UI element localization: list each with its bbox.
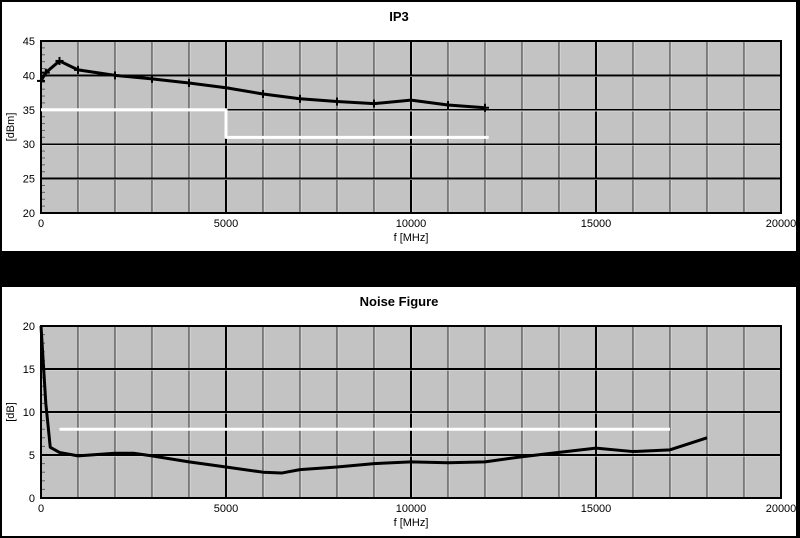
- svg-text:10: 10: [23, 407, 35, 419]
- svg-text:15000: 15000: [581, 503, 612, 515]
- svg-text:40: 40: [23, 70, 35, 82]
- svg-text:0: 0: [38, 503, 44, 515]
- svg-text:20000: 20000: [766, 503, 796, 515]
- svg-text:10000: 10000: [396, 503, 427, 515]
- svg-text:[dB]: [dB]: [5, 402, 17, 422]
- svg-text:35: 35: [23, 105, 35, 117]
- panel-separator-band: [0, 251, 800, 287]
- ip3-plot: 20 25 30 35 40 45 0 5000 10000 15000 20000 f [MHz] […: [5, 36, 796, 244]
- svg-text:10000: 10000: [396, 218, 427, 230]
- svg-text:45: 45: [23, 36, 35, 48]
- svg-text:20000: 20000: [766, 218, 796, 230]
- svg-text:20: 20: [23, 208, 35, 220]
- ip3-chart-title: IP3: [389, 9, 409, 24]
- noise-figure-plot: 0 5 10 15 20 0 5000 10000 15000 20000 f [MHz] [dB]: [5, 321, 796, 529]
- svg-text:5000: 5000: [214, 218, 238, 230]
- noise-figure-chart-title: Noise Figure: [359, 294, 439, 309]
- svg-text:5: 5: [29, 450, 35, 462]
- svg-text:5000: 5000: [214, 503, 238, 515]
- svg-text:15: 15: [23, 364, 35, 376]
- svg-text:20: 20: [23, 321, 35, 333]
- svg-text:25: 25: [23, 174, 35, 186]
- svg-text:30: 30: [23, 139, 35, 151]
- noise-figure-chart-panel: Noise Figure 0 5 10 15 20 0 5000 10000 15000 2000…: [2, 287, 796, 536]
- svg-text:0: 0: [38, 218, 44, 230]
- svg-text:[dBm]: [dBm]: [5, 113, 17, 142]
- svg-text:f [MHz]: f [MHz]: [394, 517, 429, 529]
- svg-text:0: 0: [29, 493, 35, 505]
- ip3-chart-panel: IP3 20 25 30 35 40 45 0 5000 10000 15000 20000 f [M…: [2, 2, 796, 251]
- svg-text:15000: 15000: [581, 218, 612, 230]
- svg-text:f [MHz]: f [MHz]: [394, 232, 429, 244]
